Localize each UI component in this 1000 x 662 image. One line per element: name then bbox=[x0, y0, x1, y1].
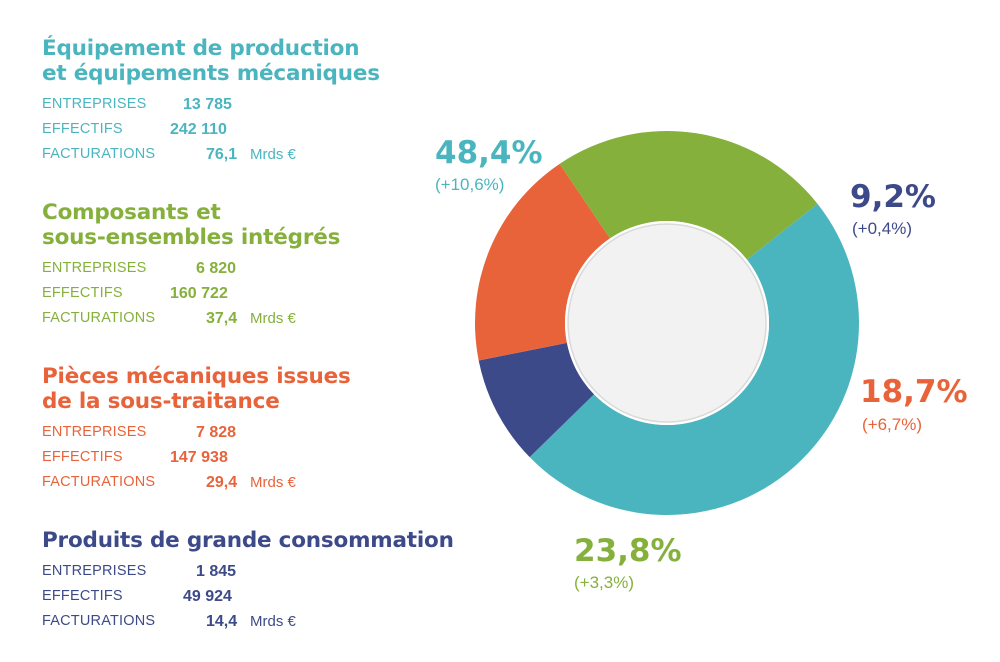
donut-slice bbox=[559, 130, 818, 260]
stat-value: 49 924 bbox=[183, 588, 232, 605]
stat-value: 160 722 bbox=[170, 285, 228, 302]
stat-value: 37,4 bbox=[206, 310, 238, 327]
stat-row-effectifs: EFFECTIFS 242 110 bbox=[42, 117, 380, 142]
stat-row-entreprises: ENTREPRISES 13 785 bbox=[42, 92, 380, 117]
slice-change-label: (+10,6%) bbox=[435, 175, 504, 194]
stat-row-entreprises: ENTREPRISES 7 828 bbox=[42, 420, 351, 445]
category-title: Pièces mécaniques issues de la sous-trai… bbox=[42, 364, 351, 414]
stat-value: 6 820 bbox=[196, 260, 237, 277]
stat-unit: Mrds € bbox=[250, 613, 296, 630]
stat-value: 13 785 bbox=[183, 96, 232, 113]
slice-change-label: (+3,3%) bbox=[574, 573, 634, 592]
stat-value: 242 110 bbox=[170, 121, 227, 138]
stat-label: EFFECTIFS bbox=[42, 588, 123, 604]
stat-label: EFFECTIFS bbox=[42, 285, 123, 301]
category-block: Équipement de production et équipements … bbox=[42, 36, 380, 167]
category-stats: ENTREPRISES 1 845 EFFECTIFS 49 924 FACTU… bbox=[42, 559, 454, 634]
category-title-line: de la sous-traitance bbox=[42, 389, 280, 414]
stat-label: FACTURATIONS bbox=[42, 310, 156, 326]
category-title: Équipement de production et équipements … bbox=[42, 36, 380, 86]
stat-row-facturations: FACTURATIONS 14,4 Mrds € bbox=[42, 609, 454, 634]
slice-percent-label: 18,7% bbox=[860, 374, 968, 410]
category-title: Produits de grande consommation bbox=[42, 528, 454, 553]
slice-change-label: (+0,4%) bbox=[852, 219, 912, 238]
stat-row-facturations: FACTURATIONS 76,1 Mrds € bbox=[42, 142, 380, 167]
stat-label: ENTREPRISES bbox=[42, 96, 147, 112]
category-block: Pièces mécaniques issues de la sous-trai… bbox=[42, 364, 351, 495]
stat-row-effectifs: EFFECTIFS 160 722 bbox=[42, 281, 340, 306]
category-title-line: Produits de grande consommation bbox=[42, 528, 454, 553]
slice-percent-label: 23,8% bbox=[574, 533, 682, 569]
category-stats: ENTREPRISES 13 785 EFFECTIFS 242 110 FAC… bbox=[42, 92, 380, 167]
stat-unit: Mrds € bbox=[250, 310, 296, 327]
stat-row-facturations: FACTURATIONS 29,4 Mrds € bbox=[42, 470, 351, 495]
stat-value: 76,1 bbox=[206, 146, 238, 163]
stat-row-entreprises: ENTREPRISES 1 845 bbox=[42, 559, 454, 584]
donut-slice bbox=[529, 203, 859, 515]
donut-slice bbox=[478, 342, 595, 458]
category-block: Produits de grande consommation ENTREPRI… bbox=[42, 528, 454, 634]
category-title-line: sous-ensembles intégrés bbox=[42, 225, 341, 250]
category-title-line: Équipement de production bbox=[42, 36, 360, 61]
stat-label: FACTURATIONS bbox=[42, 613, 156, 629]
stat-label: FACTURATIONS bbox=[42, 146, 156, 162]
slice-percent-label: 48,4% bbox=[435, 135, 543, 171]
stat-value: 14,4 bbox=[206, 613, 238, 630]
category-title-line: Composants et bbox=[42, 200, 221, 225]
donut-center bbox=[567, 223, 767, 423]
stat-label: EFFECTIFS bbox=[42, 121, 123, 137]
stat-unit: Mrds € bbox=[250, 146, 296, 163]
stat-label: ENTREPRISES bbox=[42, 424, 147, 440]
stat-label: FACTURATIONS bbox=[42, 474, 156, 490]
slice-change-label: (+6,7%) bbox=[862, 415, 922, 434]
category-stats: ENTREPRISES 7 828 EFFECTIFS 147 938 FACT… bbox=[42, 420, 351, 495]
stat-row-effectifs: EFFECTIFS 147 938 bbox=[42, 445, 351, 470]
stat-label: ENTREPRISES bbox=[42, 563, 147, 579]
stat-row-effectifs: EFFECTIFS 49 924 bbox=[42, 584, 454, 609]
category-title-line: Pièces mécaniques issues bbox=[42, 364, 351, 389]
slice-percent-label: 9,2% bbox=[850, 179, 936, 215]
stat-label: ENTREPRISES bbox=[42, 260, 147, 276]
category-title: Composants et sous-ensembles intégrés bbox=[42, 200, 340, 250]
stat-value: 29,4 bbox=[206, 474, 238, 491]
stat-value: 7 828 bbox=[196, 424, 237, 441]
stat-label: EFFECTIFS bbox=[42, 449, 123, 465]
stat-value: 147 938 bbox=[170, 449, 228, 466]
donut-slice bbox=[475, 163, 610, 361]
category-title-line: et équipements mécaniques bbox=[42, 61, 380, 86]
category-block: Composants et sous-ensembles intégrés EN… bbox=[42, 200, 340, 331]
stat-unit: Mrds € bbox=[250, 474, 296, 491]
stat-row-entreprises: ENTREPRISES 6 820 bbox=[42, 256, 340, 281]
stat-row-facturations: FACTURATIONS 37,4 Mrds € bbox=[42, 306, 340, 331]
stat-value: 1 845 bbox=[196, 563, 237, 580]
category-stats: ENTREPRISES 6 820 EFFECTIFS 160 722 FACT… bbox=[42, 256, 340, 331]
